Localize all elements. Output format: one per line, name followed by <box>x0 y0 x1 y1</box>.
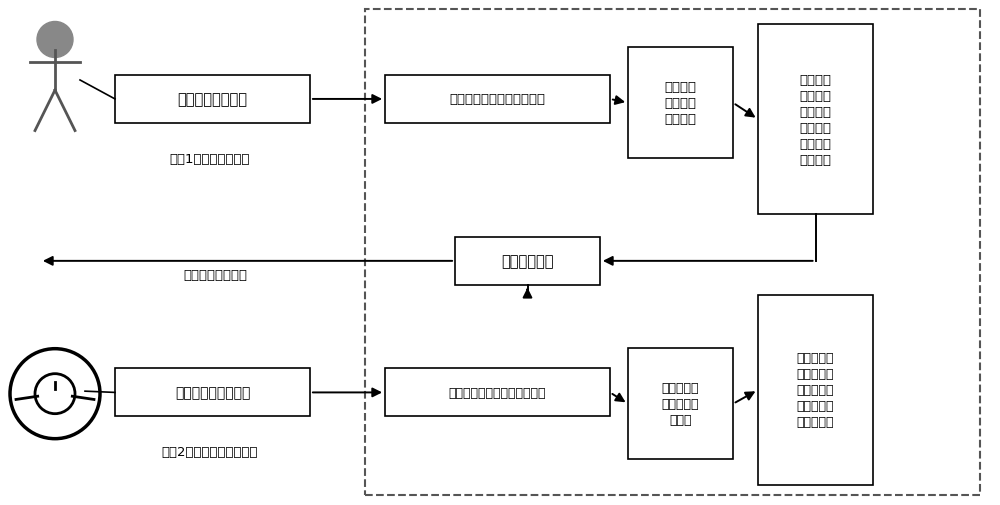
Bar <box>115 369 310 417</box>
Text: 输出疲劳识别结果: 输出疲劳识别结果 <box>183 269 247 282</box>
Text: 脉搏数据存储与预处理模块: 脉搏数据存储与预处理模块 <box>450 93 546 106</box>
Bar <box>628 348 733 460</box>
Bar <box>385 369 610 417</box>
Bar <box>455 237 600 285</box>
Ellipse shape <box>37 22 73 59</box>
Bar <box>758 295 873 485</box>
Bar <box>628 48 733 159</box>
Text: 加速度数据采集模块: 加速度数据采集模块 <box>175 386 250 399</box>
Bar <box>115 76 310 124</box>
Bar <box>758 25 873 215</box>
Text: 加速度数据传输与预处理模块: 加速度数据传输与预处理模块 <box>449 386 546 399</box>
Text: 数据融合模块: 数据融合模块 <box>501 254 554 269</box>
Text: 脉搏数据
动态阈值
训练模块: 脉搏数据 动态阈值 训练模块 <box>664 81 696 126</box>
Bar <box>365 10 980 495</box>
Text: 脉搏数据采集模块: 脉搏数据采集模块 <box>178 92 248 107</box>
Text: 基于脉搏
数据检测
驾驶员疲
劳驾驶状
态的算法
应用模块: 基于脉搏 数据检测 驾驶员疲 劳驾驶状 态的算法 应用模块 <box>800 74 832 166</box>
Text: 输入2：方向盘运动加速度: 输入2：方向盘运动加速度 <box>162 445 258 459</box>
Text: 基于加速度
数据检测驾
驶员疲劳驾
驶状态的算
法应用模块: 基于加速度 数据检测驾 驶员疲劳驾 驶状态的算 法应用模块 <box>797 351 834 429</box>
Bar <box>385 76 610 124</box>
Text: 输入1：人体脉搏数据: 输入1：人体脉搏数据 <box>170 153 250 166</box>
Text: 加速度数据
动态阈值训
练模块: 加速度数据 动态阈值训 练模块 <box>662 382 699 426</box>
